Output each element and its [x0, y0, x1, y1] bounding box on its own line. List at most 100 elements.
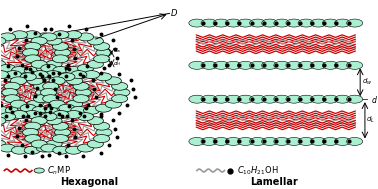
- Circle shape: [322, 95, 338, 103]
- Circle shape: [274, 19, 290, 27]
- Circle shape: [322, 137, 338, 146]
- Circle shape: [59, 73, 75, 81]
- Circle shape: [201, 61, 217, 69]
- Circle shape: [33, 95, 50, 103]
- Circle shape: [96, 49, 112, 57]
- Circle shape: [347, 19, 363, 27]
- Circle shape: [87, 117, 104, 125]
- Circle shape: [94, 135, 110, 143]
- Circle shape: [347, 61, 363, 69]
- Circle shape: [201, 137, 217, 146]
- Circle shape: [0, 71, 9, 79]
- Circle shape: [94, 42, 110, 50]
- Circle shape: [36, 113, 52, 121]
- Circle shape: [114, 88, 130, 96]
- Circle shape: [24, 146, 40, 154]
- Circle shape: [96, 128, 112, 136]
- Circle shape: [274, 137, 290, 146]
- Text: D: D: [171, 9, 178, 18]
- Circle shape: [53, 67, 69, 74]
- Circle shape: [53, 31, 69, 39]
- Circle shape: [52, 135, 68, 143]
- Circle shape: [112, 95, 128, 103]
- Circle shape: [322, 61, 338, 69]
- Circle shape: [11, 31, 28, 39]
- Circle shape: [298, 137, 314, 146]
- Circle shape: [84, 71, 100, 79]
- Circle shape: [0, 33, 15, 41]
- Circle shape: [213, 95, 229, 103]
- Circle shape: [46, 140, 62, 148]
- Circle shape: [11, 146, 28, 154]
- Circle shape: [189, 19, 205, 27]
- Circle shape: [213, 19, 229, 27]
- Circle shape: [65, 67, 82, 74]
- Circle shape: [20, 73, 36, 81]
- Circle shape: [249, 61, 266, 69]
- Circle shape: [31, 140, 47, 148]
- Circle shape: [0, 60, 6, 68]
- Circle shape: [25, 122, 41, 130]
- Circle shape: [77, 33, 94, 41]
- Circle shape: [73, 82, 89, 90]
- Circle shape: [0, 37, 6, 45]
- Circle shape: [237, 19, 254, 27]
- Circle shape: [347, 95, 363, 103]
- Circle shape: [335, 95, 351, 103]
- Circle shape: [77, 64, 94, 72]
- Circle shape: [24, 111, 40, 119]
- Circle shape: [87, 140, 104, 148]
- Circle shape: [87, 37, 104, 45]
- Circle shape: [36, 33, 52, 41]
- Text: $d_H$: $d_H$: [113, 59, 121, 68]
- Circle shape: [25, 135, 41, 143]
- Circle shape: [262, 61, 278, 69]
- Circle shape: [286, 137, 302, 146]
- Text: $d$: $d$: [371, 94, 378, 105]
- Circle shape: [11, 67, 28, 74]
- Circle shape: [59, 104, 75, 112]
- Circle shape: [0, 106, 9, 114]
- Circle shape: [249, 95, 266, 103]
- Circle shape: [53, 111, 69, 119]
- Circle shape: [2, 88, 18, 96]
- Circle shape: [298, 95, 314, 103]
- Circle shape: [5, 71, 22, 79]
- Circle shape: [286, 95, 302, 103]
- Circle shape: [32, 71, 48, 79]
- Circle shape: [52, 55, 68, 63]
- Circle shape: [11, 111, 28, 119]
- Circle shape: [43, 95, 59, 103]
- Circle shape: [40, 88, 57, 96]
- Circle shape: [10, 77, 26, 85]
- Circle shape: [286, 61, 302, 69]
- Circle shape: [87, 60, 104, 68]
- Circle shape: [57, 73, 73, 81]
- Circle shape: [73, 95, 89, 103]
- Circle shape: [41, 144, 57, 152]
- Circle shape: [77, 144, 94, 152]
- Text: Lamellar: Lamellar: [250, 177, 298, 187]
- Circle shape: [0, 144, 15, 152]
- Circle shape: [22, 128, 39, 136]
- Circle shape: [46, 60, 62, 68]
- Circle shape: [0, 113, 15, 121]
- Circle shape: [96, 104, 112, 112]
- Circle shape: [322, 19, 338, 27]
- Circle shape: [225, 19, 242, 27]
- Circle shape: [52, 122, 68, 130]
- Circle shape: [213, 61, 229, 69]
- Circle shape: [65, 111, 82, 119]
- Circle shape: [41, 113, 57, 121]
- Circle shape: [32, 106, 48, 114]
- Circle shape: [10, 100, 26, 108]
- Circle shape: [31, 60, 47, 68]
- Circle shape: [286, 19, 302, 27]
- Circle shape: [25, 42, 41, 50]
- Circle shape: [105, 77, 121, 85]
- Text: $C_{10}H_{21}$OH: $C_{10}H_{21}$OH: [237, 164, 279, 177]
- Circle shape: [75, 88, 91, 96]
- Circle shape: [17, 104, 33, 112]
- Circle shape: [310, 61, 326, 69]
- Circle shape: [24, 31, 40, 39]
